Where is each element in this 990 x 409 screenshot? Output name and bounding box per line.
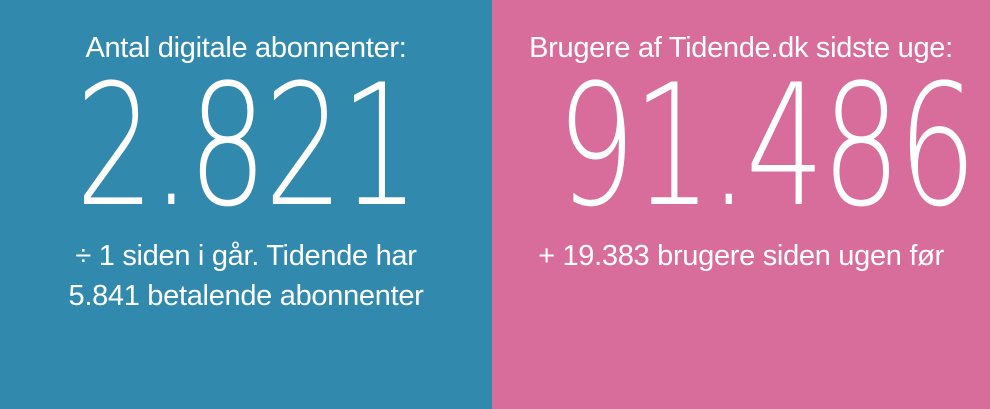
weekly-users-title: Brugere af Tidende.dk sidste uge: [529, 32, 953, 64]
subtitle-line: 5.841 betalende abonnenter [68, 280, 424, 312]
digital-subscribers-value: 2.821 [75, 48, 419, 244]
weekly-users-change: + 19.383 brugere siden ugen før [492, 236, 990, 276]
subtitle-line: ÷ 1 siden i går. Tidende har [75, 240, 417, 272]
digital-subscribers-change: ÷ 1 siden i går. Tidende har 5.841 betal… [0, 236, 492, 316]
digital-subscribers-title: Antal digitale abonnenter: [85, 32, 407, 64]
subtitle-line: + 19.383 brugere siden ugen før [538, 240, 944, 272]
weekly-users-value: 91.486 [556, 48, 977, 244]
digital-subscribers-panel: Antal digitale abonnenter: 2.821 ÷ 1 sid… [0, 0, 492, 409]
weekly-users-panel: Brugere af Tidende.dk sidste uge: 91.486… [492, 0, 990, 409]
